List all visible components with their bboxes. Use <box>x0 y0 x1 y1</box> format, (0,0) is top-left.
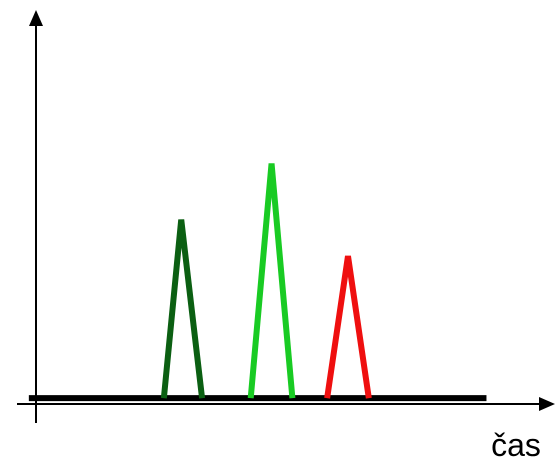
plot-area <box>28 163 487 402</box>
peak-series-3 <box>324 255 372 399</box>
axes-group <box>17 10 555 423</box>
x-axis-arrow <box>539 397 555 411</box>
peak-series-2 <box>247 163 296 399</box>
y-axis-arrow <box>29 10 43 26</box>
peak-series-1 <box>160 219 206 399</box>
x-axis-label: čas <box>491 427 541 463</box>
